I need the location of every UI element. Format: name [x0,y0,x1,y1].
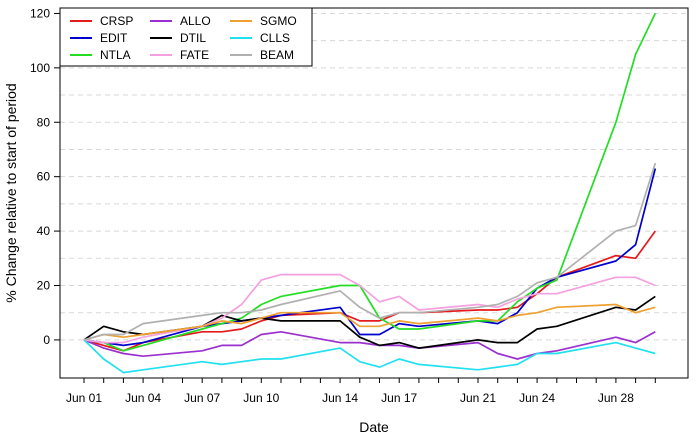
x-tick-label: Jun 01 [66,391,102,405]
series-line-beam [83,162,657,341]
x-tick-label: Jun 21 [460,391,496,405]
series-line-sgmo [83,303,656,341]
legend-label: NTLA [100,48,131,62]
y-axis-title: % Change relative to start of period [3,83,19,302]
y-tick-label: 100 [30,61,50,75]
x-tick-label: Jun 14 [322,391,358,405]
x-tick-label: Jun 07 [184,391,220,405]
legend-label: CLLS [260,31,290,45]
x-tick-label: Jun 28 [598,391,634,405]
y-tick-label: 0 [43,333,50,347]
y-tick-label: 40 [37,224,51,238]
series-line-edit [83,168,657,347]
legend: CRSP EDIT NTLA ALLO DTIL FATE SGMO CLLS BEAM [59,7,313,67]
series-line-allo [83,330,656,360]
series-line-ntla [83,13,657,352]
y-tick-label: 20 [37,279,51,293]
y-tick-label: 120 [30,6,50,20]
y-tick-label: 60 [37,170,51,184]
plot-frame [59,7,689,379]
x-tick-label: Jun 04 [125,391,161,405]
x-tick-label: Jun 17 [381,391,417,405]
legend-label: SGMO [260,14,297,28]
series-line-fate [83,273,656,344]
x-axis-title: Date [359,419,389,435]
legend-box [59,7,313,67]
legend-label: CRSP [100,14,133,28]
legend-label: EDIT [100,31,128,45]
y-tick-label: 80 [37,115,51,129]
x-tick-label: Jun 10 [243,391,279,405]
x-axis: Jun 01 Jun 04 Jun 07 Jun 10 Jun 14 Jun 17 Jun … [66,378,656,405]
legend-label: BEAM [260,48,294,62]
legend-label: DTIL [180,31,206,45]
series-line-clls [83,339,656,374]
legend-label: FATE [180,48,209,62]
x-tick-label: Jun 24 [519,391,555,405]
y-axis: 0 20 40 60 80 100 120 [30,6,60,347]
legend-label: ALLO [180,14,211,28]
series-lines [83,13,657,374]
